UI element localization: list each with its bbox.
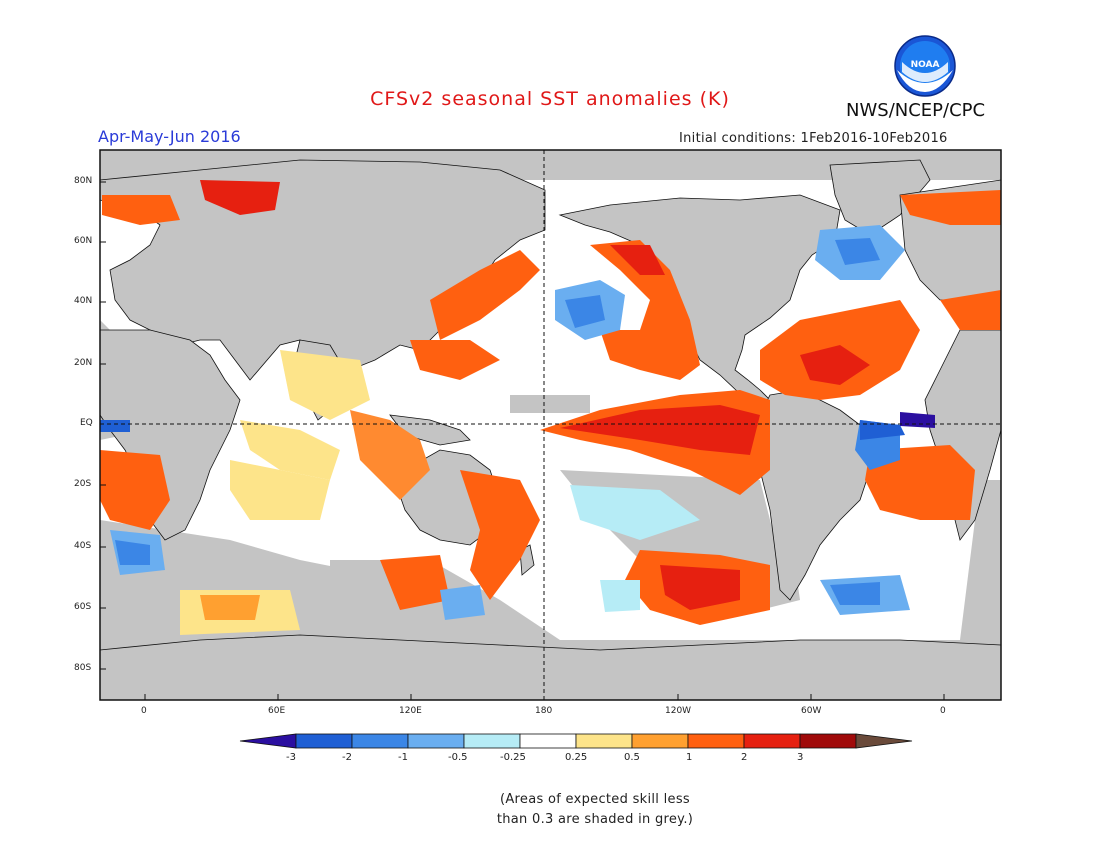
lat-label-40s: 40S [74, 541, 92, 551]
colorbar-label-025: 0.25 [565, 752, 588, 763]
ne-pacific-warm [590, 240, 700, 380]
greenland [829, 159, 931, 236]
map-title: CFSv2 seasonal SST anomalies (K) [370, 88, 730, 110]
lon-label-0-right: 0 [940, 706, 946, 716]
el-nino-core [560, 405, 760, 455]
colorbar-label-m3: -3 [286, 752, 296, 763]
colorbar-label-m1: -1 [398, 752, 408, 763]
antarctica [100, 634, 1001, 700]
colorbar-label-3: 3 [797, 752, 804, 763]
lon-label-60w: 60W [801, 706, 822, 716]
colorbar-label-m05: -0.5 [448, 752, 468, 763]
lat-label-60s: 60S [74, 602, 92, 612]
africa [100, 329, 241, 541]
colorbar-label-1: 1 [686, 752, 693, 763]
lat-label-80n: 80N [74, 176, 93, 186]
lat-label-40n: 40N [74, 296, 93, 306]
cool-anomalies [100, 225, 935, 620]
lat-label-20n: 20N [74, 358, 93, 368]
season-label: Apr-May-Jun 2016 [98, 127, 241, 146]
indian-ocean-warm [350, 410, 430, 500]
colorbar-label-m025: -0.25 [500, 752, 526, 763]
lat-label-60n: 60N [74, 236, 93, 246]
skill-note-line-1: (Areas of expected skill less [499, 792, 691, 807]
lon-label-120e: 120E [399, 706, 422, 716]
s-atlantic-warm [865, 445, 975, 520]
lat-label-80s: 80S [74, 663, 92, 673]
skill-note: (Areas of expected skill less than 0.3 a… [440, 790, 750, 830]
organization-label: NWS/NCEP/CPC [846, 100, 986, 121]
colorbar-label-m2: -2 [342, 752, 352, 763]
skill-note-line-2: than 0.3 are shaded in grey.) [496, 812, 694, 827]
lon-label-60e: 60E [268, 706, 286, 716]
colorbar-label-05: 0.5 [624, 752, 640, 763]
lon-label-120w: 120W [665, 706, 692, 716]
warm-anomalies [100, 180, 1001, 635]
colorbar-label-2: 2 [741, 752, 748, 763]
map-frame [99, 149, 1002, 701]
lon-label-180: 180 [535, 706, 553, 716]
map-ticks [100, 181, 945, 700]
land-masses [100, 159, 1001, 700]
lat-label-eq: EQ [80, 418, 93, 428]
lon-label-0-left: 0 [141, 706, 147, 716]
initial-conditions-label: Initial conditions: 1Feb2016-10Feb2016 [679, 131, 948, 146]
lat-label-20s: 20S [74, 479, 92, 489]
